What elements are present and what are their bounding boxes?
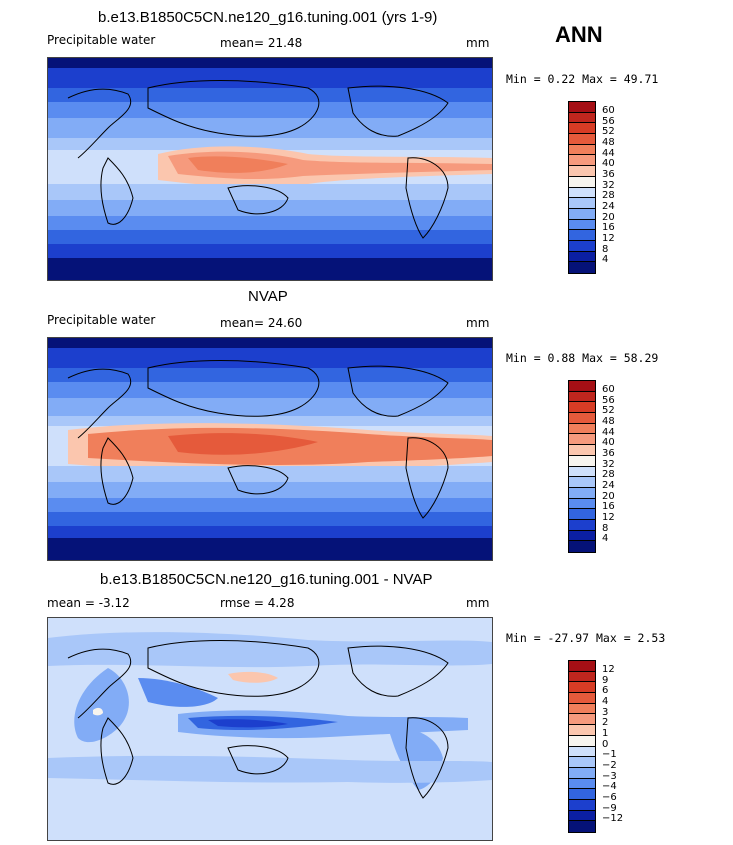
panel-2-colorbar-label: 28: [602, 469, 615, 480]
panel-1-colorbar-label: 36: [602, 169, 615, 180]
panel-3-colorbar-label: −2: [602, 760, 617, 771]
panel-2-colorbar-label: 16: [602, 501, 615, 512]
panel-1-colorbar-label: 44: [602, 148, 615, 159]
panel-3-colorbar-label: 0: [602, 739, 609, 750]
panel-2-colorbar-label: 4: [602, 533, 609, 544]
panel-2-colorbar-label: 12: [602, 512, 615, 523]
panel-1-colorbar-label: 28: [602, 190, 615, 201]
panel-3-colorbar-label: −6: [602, 792, 617, 803]
panel-2-title: NVAP: [248, 288, 288, 305]
panel-3-colorbar-label: 4: [602, 696, 609, 707]
panel-3-colorbar-label: 2: [602, 717, 609, 728]
panel-2-minmax: Min = 0.88 Max = 58.29: [506, 351, 659, 365]
panel-2-variable-label: Precipitable water: [47, 313, 156, 327]
panel-2-colorbar-label: 56: [602, 395, 615, 406]
panel-1-colorbar-label: 8: [602, 244, 609, 255]
panel-3-mean-label: mean = -3.12: [47, 596, 130, 610]
panel-3-title: b.e13.B1850C5CN.ne120_g16.tuning.001 - N…: [100, 571, 433, 588]
panel-2-colorbar-label: 32: [602, 459, 615, 470]
panel-3-rmse-label: rmse = 4.28: [220, 596, 295, 610]
panel-2-units-label: mm: [466, 316, 490, 330]
panel-1-colorbar-label: 40: [602, 158, 615, 169]
panel-1-mean-label: mean= 21.48: [220, 36, 303, 50]
panel-3-map: [47, 617, 493, 841]
panel-2-colorbar-label: 44: [602, 427, 615, 438]
panel-3-minmax: Min = -27.97 Max = 2.53: [506, 631, 666, 645]
panel-2-colorbar-label: 40: [602, 437, 615, 448]
season-label: ANN: [555, 22, 603, 47]
panel-2-colorbar: [568, 380, 596, 553]
panel-3-colorbar-label: 3: [602, 707, 609, 718]
panel-1-map: [47, 57, 493, 281]
panel-1-colorbar-label: 12: [602, 233, 615, 244]
panel-1-units-label: mm: [466, 36, 490, 50]
panel-1-colorbar-label: 16: [602, 222, 615, 233]
panel-2-colorbar-label: 20: [602, 491, 615, 502]
panel-3-colorbar-label: −4: [602, 781, 617, 792]
panel-3-colorbar-label: −9: [602, 803, 617, 814]
panel-3-colorbar-label: 9: [602, 675, 609, 686]
panel-2-colorbar-label: 36: [602, 448, 615, 459]
panel-1-colorbar: [568, 101, 596, 274]
panel-1-colorbar-label: 32: [602, 180, 615, 191]
panel-2-colorbar-label: 24: [602, 480, 615, 491]
panel-1-colorbar-label: 20: [602, 212, 615, 223]
panel-3-colorbar-label: −3: [602, 771, 617, 782]
panel-2-map-svg: [48, 338, 492, 560]
panel-1-map-svg: [48, 58, 492, 280]
panel-3-colorbar-label: 12: [602, 664, 615, 675]
panel-1-colorbar-label: 24: [602, 201, 615, 212]
panel-1-colorbar-label: 52: [602, 126, 615, 137]
panel-3-colorbar-label: −12: [602, 813, 624, 824]
panel-3-map-svg: [48, 618, 492, 840]
panel-2-map: [47, 337, 493, 561]
panel-1-minmax: Min = 0.22 Max = 49.71: [506, 72, 659, 86]
panel-3-colorbar-label: 1: [602, 728, 609, 739]
panel-3-colorbar-label: −1: [602, 749, 617, 760]
panel-3-colorbar-label: 6: [602, 685, 609, 696]
panel-1-title: b.e13.B1850C5CN.ne120_g16.tuning.001 (yr…: [98, 9, 438, 26]
panel-1-colorbar-label: 56: [602, 116, 615, 127]
panel-2-mean-label: mean= 24.60: [220, 316, 303, 330]
panel-2-colorbar-label: 60: [602, 384, 615, 395]
panel-2-colorbar-label: 8: [602, 523, 609, 534]
panel-3-colorbar: [568, 660, 596, 833]
panel-3-units-label: mm: [466, 596, 490, 610]
panel-1-variable-label: Precipitable water: [47, 33, 156, 47]
panel-2-colorbar-label: 48: [602, 416, 615, 427]
panel-1-colorbar-label: 4: [602, 254, 609, 265]
panel-2-colorbar-label: 52: [602, 405, 615, 416]
panel-1-colorbar-label: 48: [602, 137, 615, 148]
panel-1-colorbar-label: 60: [602, 105, 615, 116]
